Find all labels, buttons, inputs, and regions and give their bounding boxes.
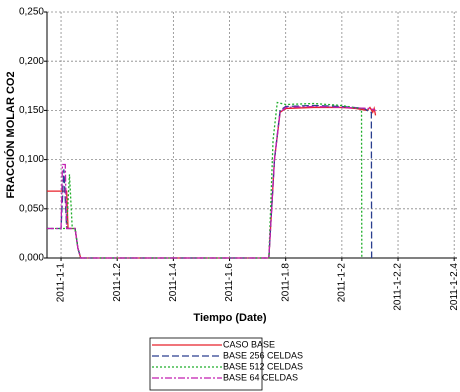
y-tick-label: 0,200: [19, 56, 44, 67]
y-tick-label: 0,100: [19, 154, 44, 165]
series-line: [47, 101, 363, 259]
legend-label: BASE 256 CELDAS: [223, 350, 303, 360]
legend-box: [149, 337, 263, 391]
legend-label: BASE 64 CELDAS: [223, 372, 298, 382]
y-tick-label: 0,250: [19, 7, 44, 18]
x-tick-label: 2011-1-2: [337, 263, 348, 303]
legend-label: CASO BASE: [223, 339, 275, 349]
y-tick-label: 0,150: [19, 105, 44, 116]
legend-label: BASE 512 CELDAS: [223, 361, 303, 371]
x-tick-label: 2011-1-2.4: [449, 263, 460, 311]
x-tick-label: 2011-1.6: [224, 263, 235, 302]
y-axis-label: FRACCIÓN MOLAR CO2: [4, 71, 17, 198]
x-tick-label: 2011-1-2.2: [393, 263, 404, 311]
x-tick-label: 2011-1.2: [112, 263, 123, 302]
y-tick-label: 0,000: [19, 253, 44, 264]
x-tick-label: 2011-1-1: [56, 263, 67, 303]
x-axis-label: Tiempo (Date): [193, 312, 266, 324]
series-line: [47, 106, 377, 259]
x-tick-label: 2011-1.4: [168, 263, 179, 302]
y-tick-label: 0,050: [19, 203, 44, 214]
series-line: [47, 105, 376, 259]
series-line: [47, 104, 373, 259]
x-tick-label: 2011-1.8: [280, 263, 291, 302]
